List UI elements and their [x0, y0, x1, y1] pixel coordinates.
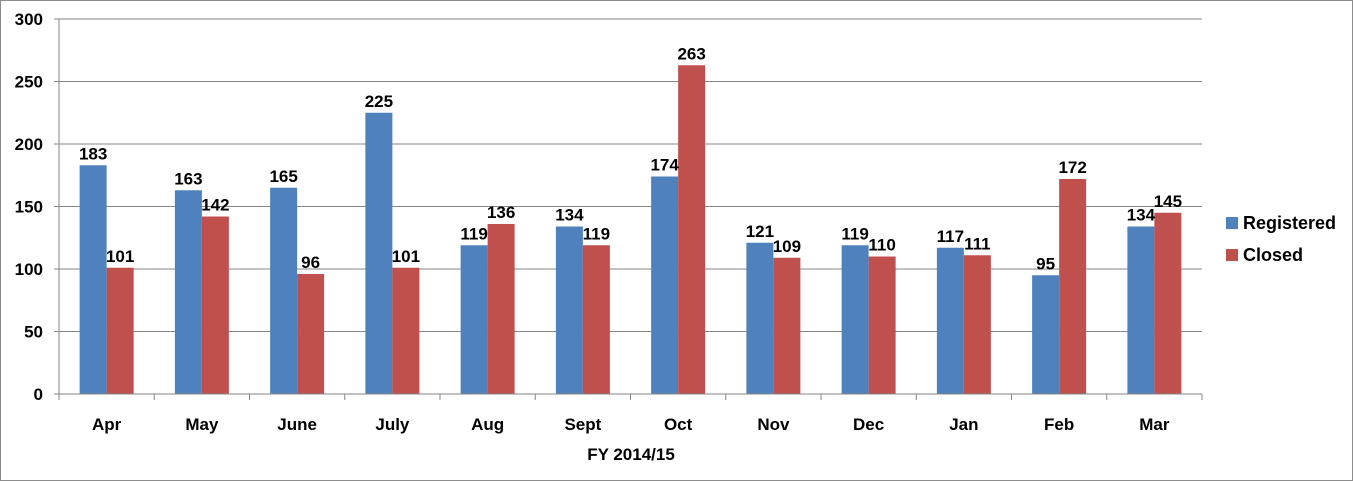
x-tick-label: Mar — [1139, 415, 1170, 434]
data-label: 136 — [487, 203, 515, 222]
y-tick-label: 250 — [15, 73, 43, 92]
data-label: 263 — [677, 44, 705, 63]
bar-closed-aug — [487, 224, 515, 394]
data-label: 119 — [841, 224, 868, 243]
y-tick-label: 100 — [15, 260, 43, 279]
bar-closed-may — [201, 216, 229, 394]
bars — [79, 65, 1182, 394]
y-tick-label: 150 — [15, 198, 43, 217]
bar-registered-dec — [841, 245, 869, 394]
data-label: 134 — [1127, 206, 1156, 225]
x-tick-label: Jan — [949, 415, 978, 434]
bar-closed-feb — [1059, 179, 1087, 394]
legend-label: Closed — [1243, 245, 1303, 265]
x-tick-label: Nov — [757, 415, 790, 434]
x-tick-label: Sept — [564, 415, 601, 434]
data-label: 145 — [1154, 192, 1182, 211]
legend-label: Registered — [1243, 213, 1336, 233]
data-label: 119 — [460, 224, 487, 243]
bar-registered-nov — [746, 242, 774, 394]
y-tick-label: 50 — [24, 323, 43, 342]
x-tick-label: Dec — [853, 415, 884, 434]
x-tick-label: Oct — [664, 415, 693, 434]
data-label: 174 — [650, 156, 679, 175]
bar-registered-jan — [936, 247, 964, 394]
gridlines — [59, 18, 1202, 332]
x-tick-label: May — [185, 415, 219, 434]
axes — [54, 18, 1203, 400]
bar-registered-sept — [555, 226, 583, 394]
data-label: 121 — [746, 222, 774, 241]
data-label: 134 — [555, 206, 584, 225]
legend-swatch — [1226, 249, 1238, 261]
y-tick-label: 200 — [15, 135, 43, 154]
bar-registered-feb — [1032, 275, 1060, 394]
bar-closed-apr — [106, 267, 134, 394]
bar-closed-june — [297, 274, 325, 394]
data-label: 101 — [392, 247, 420, 266]
labels: 0 50 100 150 200 250 300 183 101 Apr 163 142 May 165 9… — [15, 10, 1182, 434]
bar-closed-oct — [678, 65, 706, 394]
bar-registered-july — [365, 112, 393, 394]
data-label: 109 — [773, 237, 801, 256]
data-label: 163 — [174, 169, 202, 188]
data-label: 110 — [868, 236, 895, 255]
data-label: 119 — [583, 224, 610, 243]
y-tick-label: 0 — [34, 385, 43, 404]
data-label: 111 — [964, 234, 991, 253]
data-label: 95 — [1036, 254, 1055, 273]
data-label: 165 — [269, 167, 297, 186]
data-label: 225 — [365, 92, 393, 111]
bar-registered-mar — [1127, 226, 1155, 394]
bar-closed-mar — [1154, 212, 1182, 394]
x-tick-label: Aug — [471, 415, 504, 434]
data-label: 117 — [937, 227, 964, 246]
bar-closed-jan — [963, 255, 991, 394]
x-tick-label: July — [375, 415, 410, 434]
x-tick-label: Feb — [1044, 415, 1074, 434]
bar-registered-may — [174, 190, 202, 394]
y-tick-label: 300 — [15, 10, 43, 29]
data-label: 183 — [79, 144, 107, 163]
legend: Registered Closed — [1226, 213, 1336, 265]
bar-registered-june — [270, 187, 298, 394]
bar-closed-sept — [582, 245, 610, 394]
data-label: 101 — [106, 247, 134, 266]
data-label: 96 — [301, 253, 320, 272]
bar-closed-july — [392, 267, 420, 394]
legend-swatch — [1226, 217, 1238, 229]
bar-closed-nov — [773, 257, 801, 394]
x-tick-label: June — [277, 415, 317, 434]
bar-registered-apr — [79, 165, 107, 394]
data-label: 142 — [201, 196, 229, 215]
bar-registered-oct — [651, 176, 679, 394]
x-tick-label: Apr — [92, 415, 122, 434]
bar-closed-dec — [868, 256, 896, 394]
x-axis-title: FY 2014/15 — [587, 445, 675, 464]
bar-registered-aug — [460, 245, 488, 394]
data-label: 172 — [1058, 158, 1086, 177]
